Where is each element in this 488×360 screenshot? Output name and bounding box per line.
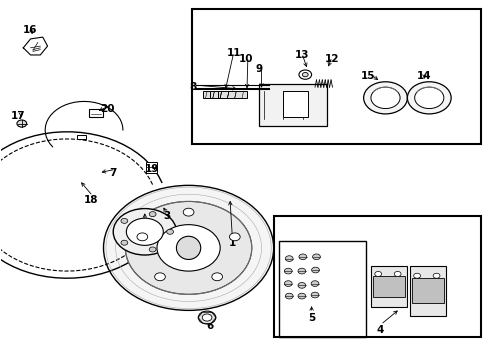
Text: 5: 5 (307, 312, 315, 323)
Bar (370, 266, 407, 307)
Circle shape (125, 202, 251, 294)
Bar (77, 135, 85, 139)
Text: 6: 6 (206, 321, 214, 332)
Bar (283, 91, 307, 117)
Circle shape (413, 273, 420, 278)
Circle shape (121, 240, 127, 245)
Circle shape (183, 208, 194, 216)
Bar (273, 216, 480, 337)
Circle shape (407, 82, 450, 114)
Circle shape (370, 87, 399, 109)
Circle shape (297, 283, 305, 288)
Text: 9: 9 (255, 64, 262, 74)
Bar (259, 84, 326, 126)
Circle shape (154, 273, 165, 281)
Bar (192, 9, 480, 144)
Circle shape (166, 229, 173, 234)
Circle shape (149, 247, 156, 252)
Text: 15: 15 (361, 71, 375, 81)
Circle shape (137, 233, 147, 241)
Text: 3: 3 (163, 211, 170, 221)
Circle shape (311, 267, 319, 273)
Circle shape (103, 185, 273, 310)
Bar (372, 276, 405, 297)
Text: 2: 2 (141, 220, 148, 230)
Bar (89, 109, 103, 117)
Text: 16: 16 (23, 25, 38, 35)
Circle shape (432, 273, 439, 278)
Circle shape (297, 293, 305, 299)
Text: 20: 20 (100, 104, 114, 113)
Text: 13: 13 (294, 50, 308, 60)
Bar (210, 91, 239, 98)
Circle shape (17, 120, 27, 127)
Bar (203, 91, 232, 98)
Circle shape (285, 256, 292, 261)
Circle shape (121, 219, 127, 223)
Circle shape (363, 82, 407, 114)
Circle shape (198, 311, 215, 324)
Circle shape (312, 254, 320, 260)
Bar (411, 278, 444, 303)
Circle shape (297, 268, 305, 274)
Text: 19: 19 (144, 164, 159, 174)
Circle shape (149, 212, 156, 217)
Circle shape (285, 293, 292, 299)
Circle shape (284, 281, 291, 287)
Bar (146, 162, 157, 173)
Bar (217, 91, 246, 98)
Circle shape (126, 218, 163, 246)
Circle shape (229, 233, 240, 241)
Circle shape (310, 281, 318, 287)
Circle shape (284, 268, 291, 274)
Text: 11: 11 (226, 48, 241, 58)
Circle shape (211, 273, 222, 281)
Text: 4: 4 (376, 325, 384, 335)
Circle shape (302, 72, 307, 77)
Text: 14: 14 (416, 71, 431, 81)
Text: 17: 17 (11, 111, 26, 121)
Text: 8: 8 (189, 82, 197, 92)
Text: 1: 1 (228, 238, 236, 248)
Circle shape (298, 254, 306, 260)
Circle shape (157, 225, 220, 271)
Text: 18: 18 (84, 195, 99, 204)
Bar (278, 241, 366, 337)
Text: 12: 12 (324, 54, 339, 64)
Text: 7: 7 (109, 168, 117, 178)
Text: 10: 10 (238, 54, 253, 64)
Circle shape (298, 70, 311, 79)
Circle shape (113, 208, 176, 255)
Circle shape (393, 271, 400, 276)
Bar (409, 266, 446, 316)
Circle shape (202, 314, 211, 321)
Circle shape (310, 292, 318, 298)
Circle shape (414, 87, 443, 109)
Circle shape (374, 271, 381, 276)
Ellipse shape (176, 236, 201, 260)
